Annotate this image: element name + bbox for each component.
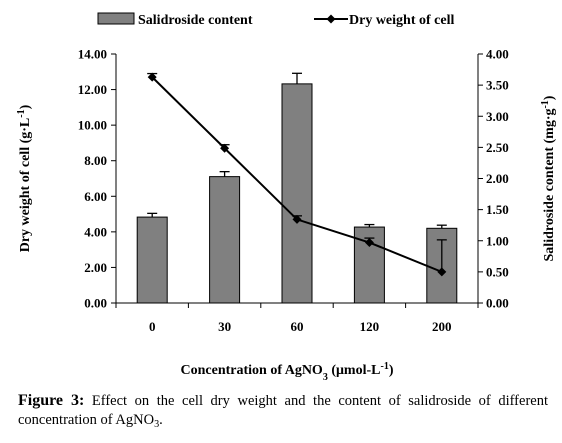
axes-layer [111, 53, 483, 308]
line-layer [147, 72, 447, 277]
bar-60 [281, 83, 313, 304]
left-y-axis-title: Dry weight of cell (g·L-1) [16, 104, 34, 252]
legend-bar-label: Salidroside content [138, 13, 253, 28]
line-point-200 [437, 267, 447, 277]
left-y-tick-label: 0.00 [84, 296, 107, 311]
right-y-tick-label: 0.00 [486, 296, 509, 311]
labels-layer: 0.00 2.00 4.00 6.00 8.00 10.00 12.00 14.00 0.00 0… [16, 47, 558, 383]
right-y-tick-label: 2.00 [486, 171, 509, 186]
left-y-tick-label: 8.00 [84, 153, 107, 168]
line-point-60 [292, 214, 302, 224]
right-y-tick-label: 4.00 [486, 47, 509, 62]
right-y-tick-label: 3.50 [486, 78, 509, 93]
caption-label: Figure 3: [18, 392, 85, 409]
legend-line-label: Dry weight of cell [349, 13, 454, 28]
left-y-tick-label: 10.00 [78, 118, 107, 133]
figure-caption: Figure 3: Effect on the cell dry weight … [18, 391, 548, 430]
right-y-tick-label: 2.50 [486, 140, 509, 155]
right-y-tick-label: 1.00 [486, 233, 509, 248]
left-y-tick-label: 14.00 [78, 47, 107, 62]
right-y-axis-title: Salidroside content (mg·g-1) [540, 95, 558, 261]
caption-end: . [159, 412, 163, 428]
line-point-30 [220, 143, 230, 153]
x-tick-label: 120 [360, 319, 380, 334]
bars-layer [136, 72, 458, 304]
bar-0 [136, 216, 168, 304]
line-point-120 [364, 238, 374, 248]
chart: Salidroside content Dry weight of cell 0.… [16, 12, 558, 383]
x-tick-label: 30 [218, 319, 231, 334]
right-y-tick-label: 3.00 [486, 109, 509, 124]
bar-30 [209, 176, 241, 304]
legend-diamond-icon [326, 14, 336, 24]
x-tick-label: 0 [149, 319, 156, 334]
left-y-tick-label: 12.00 [78, 82, 107, 97]
left-y-tick-label: 4.00 [84, 224, 107, 239]
left-y-tick-label: 6.00 [84, 189, 107, 204]
caption-subscript: 3 [154, 419, 160, 430]
x-axis-title: Concentration of AgNO3 (μmol-L-1) [181, 361, 394, 383]
x-tick-label: 60 [291, 319, 304, 334]
right-y-tick-label: 1.50 [486, 202, 509, 217]
x-tick-label: 200 [432, 319, 452, 334]
legend: Salidroside content Dry weight of cell [97, 12, 454, 28]
caption-text: Effect on the cell dry weight and the co… [18, 393, 548, 428]
line-point-0 [147, 72, 157, 82]
legend-bar-swatch [97, 12, 135, 25]
right-y-tick-label: 0.50 [486, 264, 509, 279]
left-y-tick-label: 2.00 [84, 260, 107, 275]
